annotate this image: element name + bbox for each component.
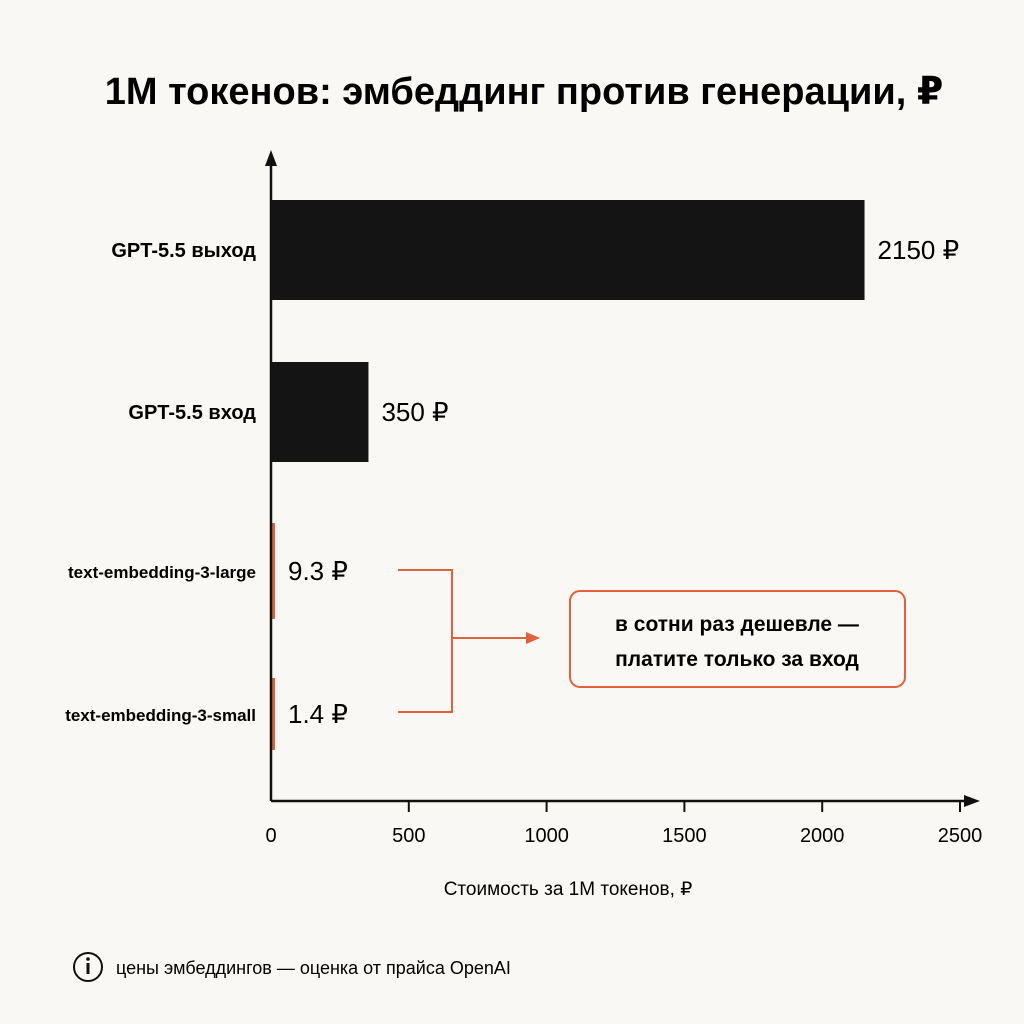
x-tick-label-1: 500 [392,825,425,847]
info-icon [73,952,103,982]
bars-group [272,200,865,750]
bar-2 [272,523,275,619]
x-tick-label-0: 0 [265,825,276,847]
x-axis-ticks: 0 500 1000 1500 2000 2500 [265,801,982,847]
callout-arrow [526,632,540,644]
bar-0 [272,200,865,300]
category-label-0: GPT-5.5 выход [111,240,256,262]
x-tick-label-4: 2000 [800,825,845,847]
bar-3 [272,678,275,750]
category-labels: GPT-5.5 выход GPT-5.5 вход text-embedding-… [65,240,256,725]
x-axis-arrow [964,795,980,807]
category-label-3: text-embedding-3-small [65,706,256,725]
x-tick-label-5: 2500 [938,825,983,847]
callout-bracket [398,569,528,713]
x-tick-label-3: 1500 [662,825,707,847]
category-label-2: text-embedding-3-large [68,563,256,582]
x-tick-label-2: 1000 [524,825,569,847]
callout-line-1: в сотни раз дешевле — [615,613,859,636]
bar-1 [272,362,369,462]
category-label-1: GPT-5.5 вход [128,402,256,424]
chart-title: 1M токенов: эмбеддинг против генерации, … [105,71,944,113]
value-label-2: 9.3 ₽ [288,556,348,586]
x-axis-label: Стоимость за 1M токенов, ₽ [444,879,693,900]
value-label-1: 350 ₽ [381,397,448,427]
y-axis-arrow [265,150,277,166]
value-label-3: 1.4 ₽ [288,699,348,729]
footnote-text: цены эмбеддингов — оценка от прайса Open… [116,958,511,978]
callout-box [569,590,906,688]
value-label-0: 2150 ₽ [878,235,960,265]
value-labels: 2150 ₽ 350 ₽ 9.3 ₽ 1.4 ₽ [288,235,959,729]
callout-line-2: платите только за вход [615,648,859,671]
